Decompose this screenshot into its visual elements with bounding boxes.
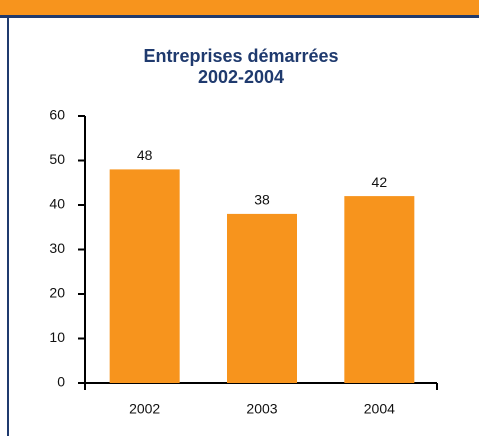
y-tick-label: 40 bbox=[49, 196, 65, 212]
x-tick-label: 2002 bbox=[129, 401, 160, 417]
value-label: 38 bbox=[254, 192, 270, 208]
y-tick-label: 0 bbox=[57, 374, 65, 390]
bar bbox=[109, 169, 180, 383]
value-label: 48 bbox=[137, 147, 153, 163]
left-border bbox=[7, 18, 9, 436]
value-label: 42 bbox=[372, 174, 388, 190]
y-tick-label: 60 bbox=[49, 107, 65, 123]
y-tick-label: 30 bbox=[49, 240, 65, 256]
x-tick-label: 2004 bbox=[364, 401, 395, 417]
bar bbox=[344, 196, 415, 383]
x-tick-label: 2003 bbox=[246, 401, 277, 417]
y-tick-label: 10 bbox=[49, 329, 65, 345]
y-tick-label: 50 bbox=[49, 151, 65, 167]
header-band bbox=[0, 0, 479, 15]
chart-title: Entreprises démarrées bbox=[143, 46, 338, 66]
header-rule bbox=[0, 15, 479, 18]
y-tick-label: 20 bbox=[49, 285, 65, 301]
bar bbox=[227, 213, 297, 383]
chart-title: 2002-2004 bbox=[198, 67, 284, 87]
